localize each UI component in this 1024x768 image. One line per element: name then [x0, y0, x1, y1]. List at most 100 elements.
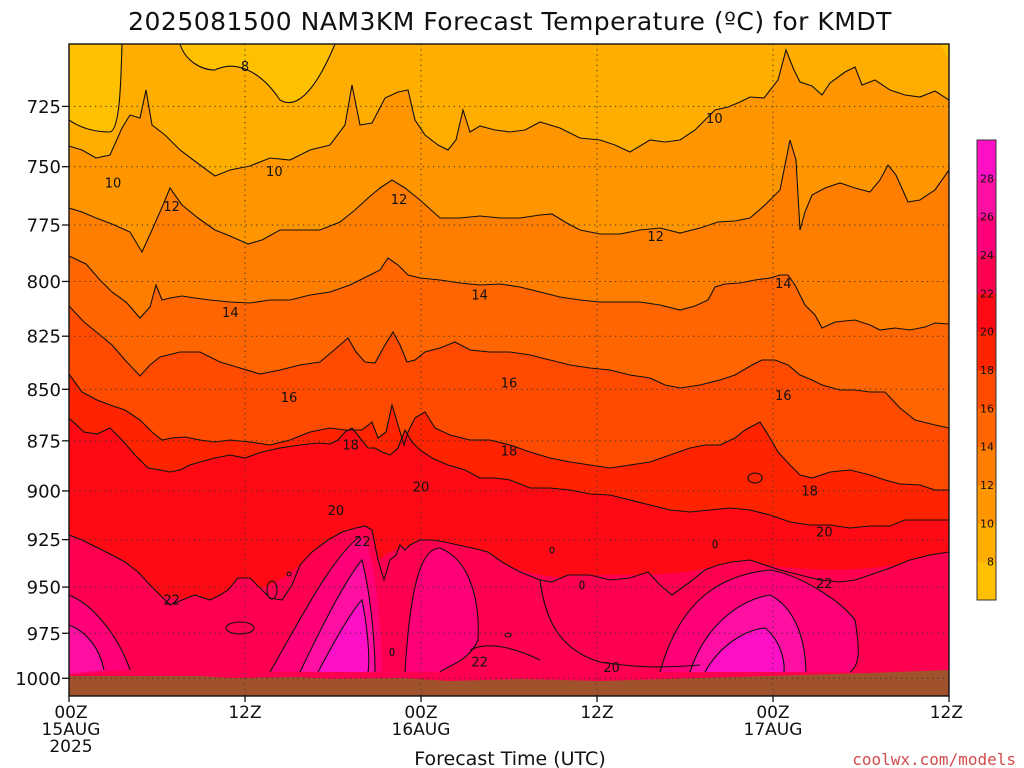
contour-label: 16 [775, 389, 792, 404]
colorbar-tick-label: 24 [980, 249, 994, 262]
contour-loop [747, 472, 763, 484]
contour-label: 12 [391, 193, 408, 208]
colorbar-tick-label: 26 [980, 211, 994, 224]
colorbar-segment [977, 523, 996, 563]
contour-line [69, 525, 949, 606]
colorbar-tick-label: 22 [980, 287, 994, 300]
plot-frame [68, 43, 950, 697]
x-tick-label: 00Z [756, 703, 789, 723]
contour-label: 16 [501, 376, 518, 391]
colorbar-tick-label: 14 [980, 441, 994, 454]
warm-core [405, 548, 479, 672]
contour-line [69, 139, 949, 254]
contour-line [69, 305, 949, 429]
contour-label: 16 [281, 391, 298, 406]
grid [69, 44, 949, 696]
warm-core [318, 600, 369, 672]
contour-loop [225, 621, 255, 635]
x-tick-label: 12Z [580, 703, 613, 723]
cold-pocket [180, 44, 335, 103]
contour-label: 22 [471, 656, 488, 671]
contour-loop [389, 647, 395, 657]
colorbar-tick-label: 8 [987, 556, 994, 569]
colorbar-tick-label: 10 [980, 517, 994, 530]
contour-line [469, 645, 541, 661]
contour-label: 22 [354, 535, 371, 550]
colorbar-segment [977, 408, 996, 448]
y-tick-label: 825 [27, 327, 61, 348]
contour-line [704, 627, 785, 673]
colorbar-segment [977, 293, 996, 333]
colorbar-tick-label: 20 [980, 326, 994, 339]
y-tick-label: 900 [27, 481, 61, 502]
y-tick-label: 775 [27, 216, 61, 237]
y-tick-label: 725 [27, 97, 61, 118]
contour-line [659, 569, 859, 673]
contour-line [317, 598, 370, 673]
contour-loop [712, 539, 718, 549]
colorbar-segment [977, 331, 996, 371]
cold-pocket [69, 44, 122, 132]
colorbar-segment [977, 216, 996, 256]
x-tick-label: 17AUG [744, 720, 803, 740]
colorbar-segment [977, 178, 996, 218]
contour-line [269, 535, 361, 673]
x-tick-label: 15AUG [42, 720, 101, 740]
contour-label: 20 [413, 480, 430, 495]
contour-label: 14 [222, 306, 239, 321]
contour-loop [579, 580, 585, 590]
y-tick-label: 850 [27, 380, 61, 401]
contour-loop [286, 571, 292, 577]
contour-line [689, 594, 807, 673]
x-tick-label: 12Z [228, 703, 261, 723]
contour-label: 14 [471, 288, 488, 303]
y-tick-label: 1000 [15, 669, 61, 690]
colorbar-segment [977, 140, 996, 179]
contour-label: 14 [775, 277, 792, 292]
contour-label: 12 [163, 200, 180, 215]
contour-line [69, 417, 949, 529]
contour-loop [549, 546, 555, 554]
plot-area [69, 44, 949, 696]
contour-label: 18 [801, 484, 818, 499]
contour-lines [69, 44, 949, 673]
x-axis-label: Forecast Time (UTC) [414, 748, 605, 768]
contour-line [179, 44, 336, 103]
contour-label: 12 [647, 230, 664, 245]
contour-line [69, 373, 949, 491]
terrain-below-surface [69, 670, 949, 696]
contour-label: 8 [241, 60, 249, 75]
contour-label: 10 [105, 177, 122, 192]
colorbar-frame [976, 139, 997, 601]
warm-core [705, 628, 785, 672]
y-tick-label: 750 [27, 157, 61, 178]
temperature-bands [69, 44, 949, 696]
colorbar-segment [977, 255, 996, 294]
pressure-axis: 725 750 775 800 825 850 875 900 925 950 975 1000 [15, 97, 69, 690]
y-tick-label: 950 [27, 578, 61, 599]
colorbar-tick-label: 28 [980, 172, 994, 185]
colorbar-tick-label: 12 [980, 479, 994, 492]
contour-labels: 8 10 10 10 12 12 12 14 14 14 16 16 16 18 18 18 20 20 20 20 2… [105, 60, 833, 676]
chart-title: 2025081500 NAM3KM Forecast Temperature (… [128, 7, 892, 36]
x-tick-label: 2025 [49, 737, 92, 757]
contour-label: 10 [266, 165, 283, 180]
cold-pocket [940, 44, 949, 60]
contour-line [404, 547, 479, 673]
colorbar-legend: 8 10 12 14 16 18 20 22 24 26 28 [976, 139, 997, 601]
contour-line [69, 624, 105, 671]
contour-label: 18 [501, 444, 518, 459]
contour-line [69, 594, 131, 671]
contour-line [69, 255, 949, 331]
colorbar-segment [977, 370, 996, 409]
source-credit: coolwx.com/models [852, 750, 1016, 768]
contour-label: 20 [603, 661, 620, 676]
contour-loop [266, 580, 278, 600]
contour-label: 20 [816, 525, 833, 540]
contour-line [69, 48, 949, 177]
x-tick-label: 00Z [54, 703, 87, 723]
x-tick-label: 12Z [930, 703, 963, 723]
y-tick-label: 800 [27, 272, 61, 293]
contour-label: 18 [342, 438, 359, 453]
